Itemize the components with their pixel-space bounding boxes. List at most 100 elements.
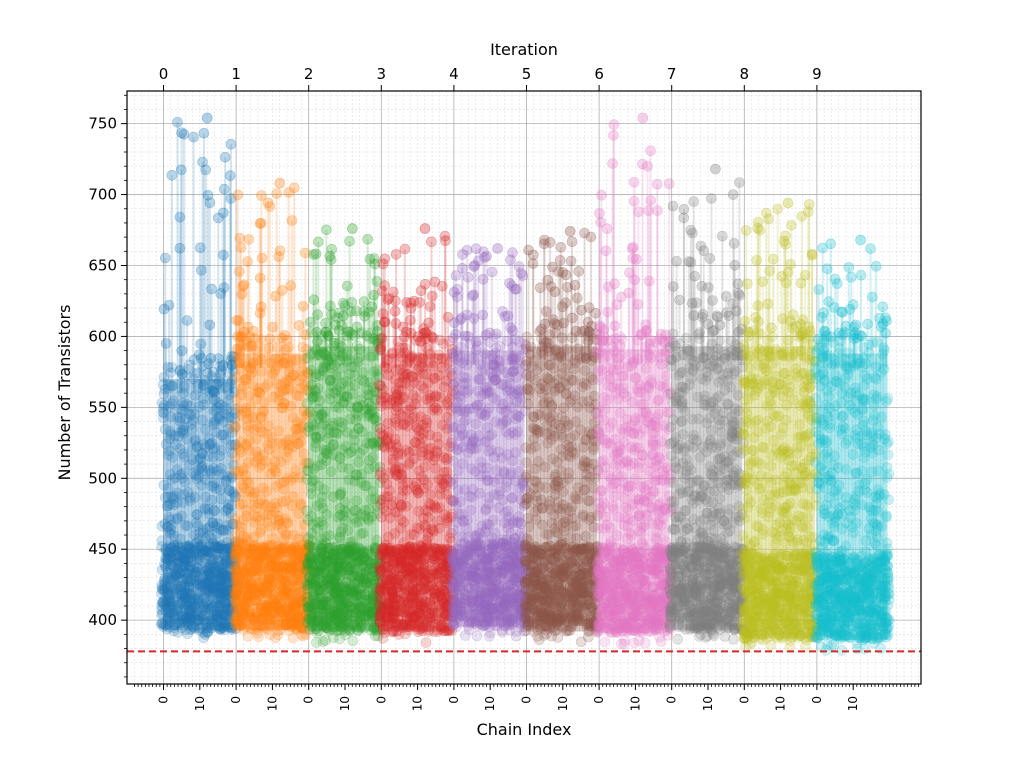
- data-point: [301, 474, 313, 485]
- data-point: [383, 617, 395, 629]
- data-point: [278, 534, 290, 546]
- data-point: [435, 566, 446, 578]
- data-point: [159, 618, 170, 630]
- data-point: [292, 561, 304, 573]
- data-point: [271, 519, 283, 531]
- data-point: [159, 558, 170, 569]
- data-point: [187, 444, 198, 455]
- data-point: [433, 438, 445, 450]
- data-point: [174, 365, 186, 377]
- data-point: [337, 569, 349, 581]
- major-grid: [127, 91, 921, 684]
- data-point: [314, 587, 326, 598]
- data-point: [216, 365, 227, 376]
- data-point: [254, 594, 265, 606]
- data-point: [248, 541, 260, 552]
- data-point: [389, 433, 401, 445]
- data-point: [357, 399, 369, 411]
- data-point: [292, 611, 304, 622]
- data-point: [252, 627, 263, 639]
- data-point: [206, 437, 218, 449]
- max-point: [347, 223, 358, 234]
- data-point: [220, 575, 231, 587]
- data-point: [265, 468, 277, 480]
- data-point: [367, 485, 379, 497]
- data-point: [393, 581, 405, 593]
- data-point: [166, 574, 177, 586]
- data-point: [191, 552, 203, 564]
- data-point: [209, 520, 220, 532]
- data-point: [206, 283, 217, 295]
- data-point: [257, 482, 269, 494]
- data-point: [396, 490, 408, 502]
- series-iteration-0: [156, 112, 242, 644]
- data-point: [226, 622, 238, 634]
- data-point: [184, 459, 195, 471]
- data-point: [481, 518, 493, 530]
- data-point: [502, 449, 514, 460]
- data-point: [244, 435, 255, 446]
- data-point: [412, 487, 424, 499]
- data-point: [239, 374, 250, 386]
- data-point: [440, 235, 451, 246]
- data-point: [288, 529, 299, 541]
- data-point: [160, 552, 172, 564]
- data-point: [231, 394, 243, 405]
- data-point: [200, 545, 211, 557]
- data-point: [367, 451, 379, 463]
- data-point: [280, 495, 292, 507]
- data-point: [254, 272, 266, 284]
- data-point: [379, 316, 390, 328]
- data-point: [228, 423, 240, 434]
- data-point: [188, 620, 199, 632]
- data-point: [236, 561, 247, 572]
- data-point: [390, 295, 401, 307]
- data-point: [325, 300, 336, 312]
- data-point: [358, 296, 370, 307]
- data-point: [225, 565, 237, 577]
- data-point: [497, 494, 509, 506]
- data-point: [208, 562, 219, 574]
- data-point: [312, 410, 324, 422]
- data-point: [348, 442, 360, 454]
- data-point: [427, 290, 438, 302]
- data-point: [349, 562, 361, 574]
- data-point: [291, 389, 303, 401]
- data-point: [419, 519, 431, 531]
- data-point: [171, 605, 182, 617]
- data-point: [353, 456, 364, 468]
- data-point: [325, 359, 337, 371]
- data-point: [174, 556, 185, 567]
- data-point: [164, 498, 176, 510]
- data-point: [181, 572, 193, 584]
- data-point: [214, 542, 226, 554]
- data-point: [430, 463, 441, 474]
- data-point: [241, 510, 252, 522]
- data-point: [229, 439, 240, 451]
- data-point: [197, 581, 208, 592]
- data-point: [256, 494, 267, 506]
- data-point: [174, 584, 185, 595]
- data-point: [270, 604, 281, 616]
- data-point: [200, 565, 211, 577]
- data-point: [264, 201, 276, 212]
- data-point: [228, 560, 240, 572]
- data-point: [419, 461, 431, 473]
- data-point: [223, 543, 235, 554]
- data-point: [341, 280, 353, 292]
- data-point: [297, 300, 309, 312]
- data-point: [311, 523, 323, 535]
- data-point: [161, 500, 173, 512]
- data-point: [207, 581, 218, 593]
- data-point: [420, 414, 432, 426]
- data-point: [337, 588, 348, 600]
- data-point: [158, 388, 170, 400]
- data-point: [273, 554, 284, 565]
- data-point: [207, 517, 218, 529]
- data-point: [448, 442, 459, 453]
- data-point: [399, 243, 411, 255]
- data-point: [329, 578, 341, 590]
- data-point: [217, 579, 228, 590]
- data-point: [363, 409, 375, 421]
- data-point: [198, 127, 210, 139]
